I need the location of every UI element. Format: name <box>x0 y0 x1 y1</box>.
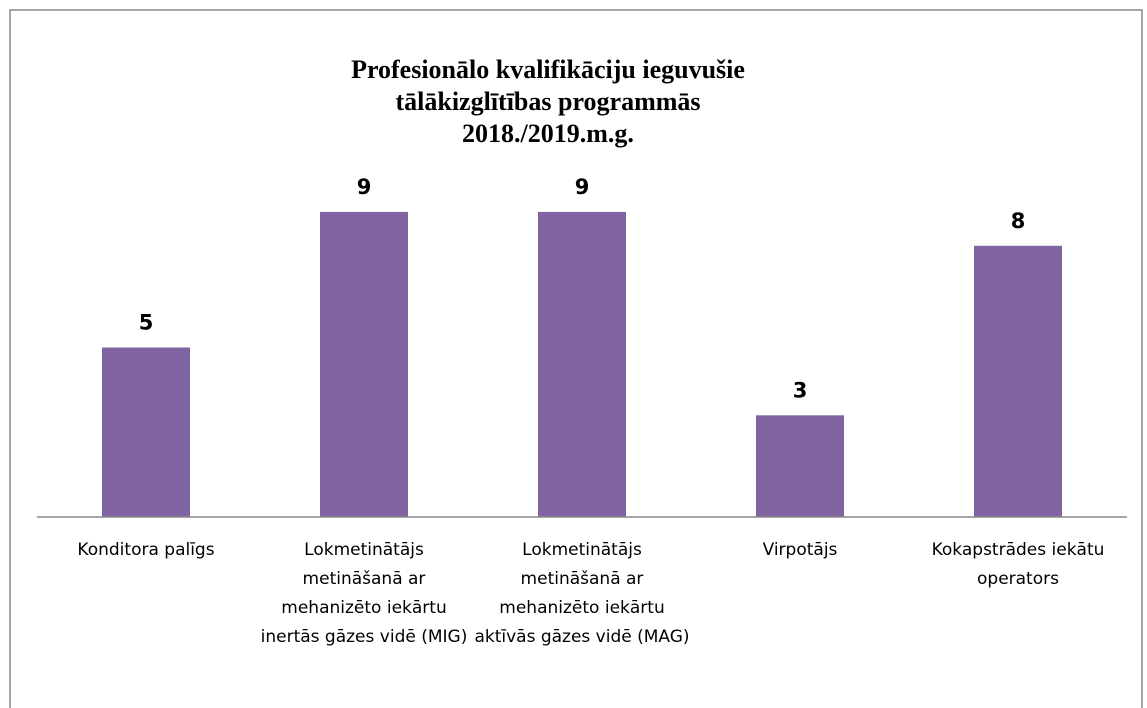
chart-title: Profesionālo kvalifikāciju ieguvušie <box>351 55 745 84</box>
bar <box>102 347 190 517</box>
bar <box>974 245 1062 518</box>
data-label: 9 <box>575 175 590 199</box>
x-tick-label: Lokmetinātājs metināšanā ar mehanizēto i… <box>474 540 690 647</box>
bar <box>538 211 626 517</box>
bar <box>320 211 408 517</box>
chart-title: 2018./2019.m.g. <box>462 119 634 148</box>
bar <box>756 415 844 517</box>
chart-border <box>9 9 1143 708</box>
data-label: 8 <box>1011 209 1026 233</box>
data-label: 5 <box>139 311 154 335</box>
x-tick-label: Lokmetinātājs metināšanā ar mehanizēto i… <box>260 540 468 647</box>
data-label: 9 <box>357 175 372 199</box>
x-tick-label: Konditora palīgs <box>77 540 215 560</box>
x-tick-label: Kokapstrādes iekātu operators <box>931 540 1105 589</box>
chart-title: tālākizglītības programmās <box>395 87 700 116</box>
data-label: 3 <box>793 378 808 402</box>
x-tick-label: Virpotājs <box>762 540 838 560</box>
